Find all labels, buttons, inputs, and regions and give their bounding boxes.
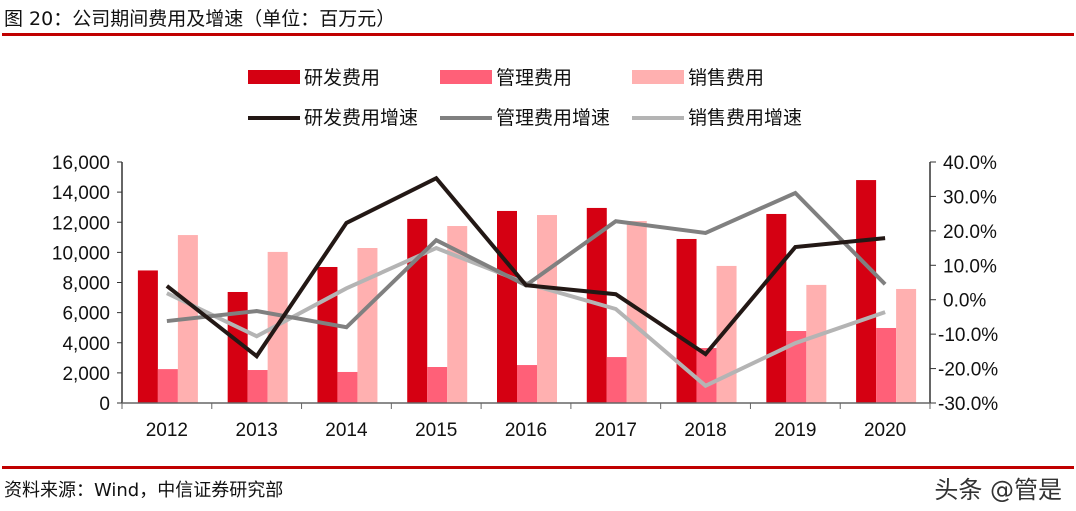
bar-销售费用-2020 (896, 288, 917, 403)
bar-研发费用-2015 (407, 218, 428, 403)
x-tick-label: 2014 (325, 420, 368, 441)
left-tick-label: 8,000 (62, 274, 110, 295)
figure-title: 图 20：公司期间费用及增速（单位：百万元） (4, 8, 396, 30)
bar-研发费用-2012 (137, 270, 158, 403)
bar-销售费用-2018 (716, 265, 737, 403)
bar-销售费用-2017 (626, 221, 647, 403)
right-tick-label: 10.0% (943, 256, 997, 277)
left-tick-label: 14,000 (52, 183, 110, 204)
bar-管理费用-2017 (606, 357, 627, 403)
left-tick-label: 2,000 (62, 364, 110, 385)
x-tick-label: 2015 (415, 420, 457, 441)
x-tick-label: 2016 (505, 420, 547, 441)
bar-管理费用-2014 (337, 371, 358, 403)
right-tick-label: -10.0% (938, 325, 998, 346)
left-tick-label: 10,000 (52, 243, 110, 264)
bar-研发费用-2016 (497, 210, 517, 403)
right-tick-label: 20.0% (943, 222, 997, 243)
legend-swatch-销售费用 (632, 70, 684, 84)
bar-管理费用-2016 (517, 365, 537, 403)
bar-管理费用-2018 (696, 348, 717, 403)
x-tick-label: 2013 (236, 420, 278, 441)
footer-divider (2, 466, 1074, 469)
bar-管理费用-2012 (157, 369, 178, 403)
source-note: 资料来源：Wind，中信证券研究部 (4, 480, 284, 501)
legend-swatch-研发费用 (248, 70, 300, 84)
legend-label: 管理费用 (496, 67, 572, 89)
bar-销售费用-2016 (537, 215, 557, 403)
bar-管理费用-2019 (786, 331, 807, 403)
right-tick-label: -20.0% (938, 360, 998, 381)
bar-管理费用-2015 (427, 367, 448, 403)
legend-label: 销售费用增速 (688, 107, 802, 129)
x-tick-label: 2017 (595, 420, 637, 441)
bar-研发费用-2020 (856, 180, 877, 403)
watermark: 头条 @管是 (934, 476, 1062, 504)
bar-研发费用-2013 (227, 291, 248, 403)
legend-label: 销售费用 (688, 67, 764, 89)
x-tick-label: 2018 (684, 420, 726, 441)
left-tick-label: 12,000 (52, 213, 110, 234)
bar-研发费用-2019 (766, 213, 787, 403)
x-tick-label: 2012 (146, 420, 188, 441)
bar-管理费用-2013 (247, 370, 268, 403)
bar-销售费用-2015 (447, 226, 468, 403)
legend-swatch-管理费用 (440, 70, 492, 84)
title-divider (2, 33, 1074, 36)
legend-label: 研发费用增速 (304, 107, 418, 129)
x-tick-label: 2020 (864, 420, 906, 441)
bar-销售费用-2019 (806, 284, 827, 403)
left-tick-label: 0 (99, 394, 110, 415)
bar-研发费用-2014 (317, 266, 338, 403)
right-tick-label: -30.0% (938, 394, 998, 415)
legend-label: 研发费用 (304, 67, 380, 89)
right-tick-label: 30.0% (943, 187, 997, 208)
bar-管理费用-2020 (876, 327, 897, 403)
bar-销售费用-2014 (357, 248, 378, 403)
bar-研发费用-2018 (676, 238, 697, 403)
left-tick-label: 6,000 (62, 304, 110, 325)
right-tick-label: 40.0% (943, 153, 997, 174)
left-tick-label: 16,000 (52, 153, 110, 174)
right-tick-label: 0.0% (943, 291, 986, 312)
legend-label: 管理费用增速 (496, 107, 610, 129)
x-tick-label: 2019 (774, 420, 816, 441)
left-tick-label: 4,000 (62, 334, 110, 355)
